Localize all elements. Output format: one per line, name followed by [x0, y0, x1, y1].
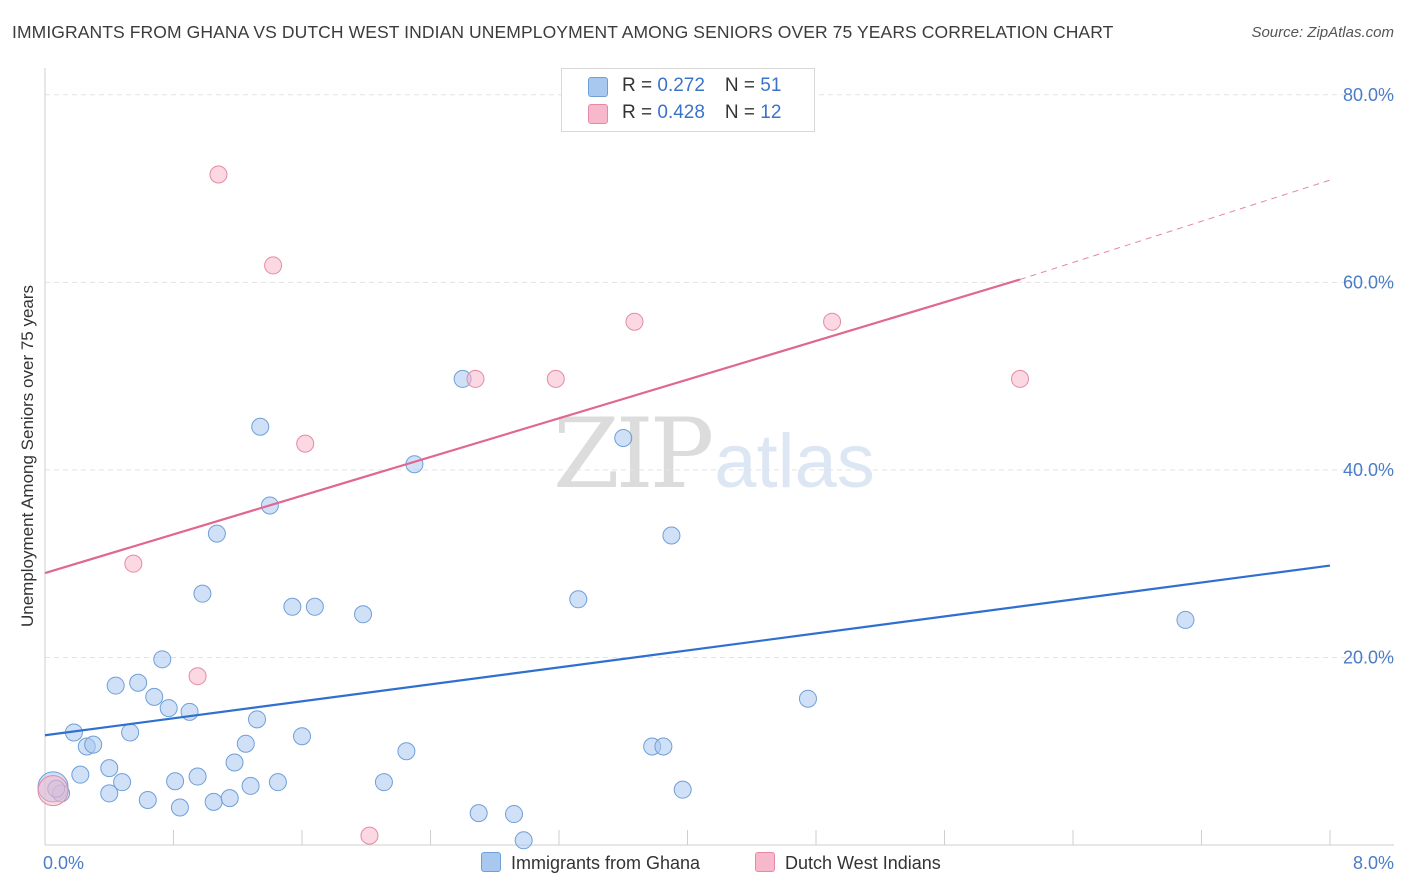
data-point-ghana [654, 737, 673, 756]
data-point-ghana [153, 650, 172, 669]
data-point-ghana [614, 428, 633, 447]
data-point-ghana [236, 734, 255, 753]
legend-r-value-dwi: 0.428 [657, 102, 705, 123]
data-point-ghana [514, 831, 533, 850]
data-point-dwi [209, 165, 228, 184]
data-point-ghana [354, 605, 373, 624]
data-point-ghana [673, 780, 692, 799]
data-point-dwi [296, 434, 315, 453]
data-point-ghana [798, 689, 817, 708]
data-point-ghana [220, 789, 239, 808]
legend-n-label: N = [724, 75, 761, 96]
data-point-ghana [71, 765, 90, 784]
data-point-ghana [188, 767, 207, 786]
data-point-ghana [106, 676, 125, 695]
legend-swatch-ghana [588, 77, 608, 97]
data-point-ghana [100, 759, 119, 778]
y-tick-label: 80.0% [1343, 85, 1394, 105]
data-point-ghana [193, 584, 212, 603]
legend-n-value-ghana: 51 [760, 75, 782, 96]
data-point-ghana [283, 597, 302, 616]
data-point-dwi [360, 826, 379, 845]
legend-r-label: R = [622, 102, 658, 123]
data-point-ghana [1176, 610, 1195, 629]
bottom-legend-swatch-ghana [481, 852, 501, 872]
x-tick-label: 0.0% [43, 853, 84, 873]
legend-swatch-dwi [588, 104, 608, 124]
bottom-legend-label-dwi: Dutch West Indians [785, 853, 941, 873]
data-point-ghana [248, 710, 267, 729]
data-point-ghana [569, 590, 588, 609]
data-point-ghana [138, 790, 157, 809]
data-point-dwi [264, 256, 283, 275]
bottom-legend-ghana: Immigrants from Ghana [481, 852, 700, 874]
data-point-ghana [225, 753, 244, 772]
data-point-ghana [268, 773, 287, 792]
data-point-ghana [121, 723, 140, 742]
correlation-legend: R = 0.272 N = 51 R = 0.428 N = 12 [561, 68, 815, 132]
data-point-dwi [1010, 369, 1029, 388]
legend-n-label: N = [724, 102, 761, 123]
data-point-dwi [37, 775, 69, 807]
bottom-legend-dwi: Dutch West Indians [755, 852, 941, 874]
data-point-ghana [166, 772, 185, 791]
data-point-ghana [305, 597, 324, 616]
watermark: ZIPatlas [553, 398, 875, 510]
y-tick-label: 20.0% [1343, 647, 1394, 667]
trendline-dwi [44, 278, 1021, 575]
data-point-ghana [84, 735, 103, 754]
y-axis-label: Unemployment Among Seniors over 75 years [18, 284, 37, 628]
trendline-ghana [44, 564, 1331, 737]
data-point-ghana [129, 673, 148, 692]
data-point-dwi [546, 369, 565, 388]
data-point-ghana [204, 792, 223, 811]
data-point-dwi [625, 312, 644, 331]
legend-r-value-ghana: 0.272 [657, 75, 705, 96]
source-label: Source: ZipAtlas.com [1251, 24, 1394, 41]
legend-n-value-dwi: 12 [760, 102, 782, 123]
watermark-zip: ZIP [553, 398, 714, 510]
data-point-ghana [241, 776, 260, 795]
data-point-ghana [662, 526, 681, 545]
bottom-legend-swatch-dwi [755, 852, 775, 872]
data-point-ghana [397, 742, 416, 761]
bottom-legend-label-ghana: Immigrants from Ghana [511, 853, 701, 873]
x-tick-label: 8.0% [1353, 853, 1394, 873]
data-point-ghana [100, 784, 119, 803]
data-point-dwi [466, 369, 485, 388]
data-point-ghana [293, 727, 311, 746]
y-tick-label: 60.0% [1343, 272, 1394, 292]
data-point-ghana [159, 699, 178, 718]
data-point-ghana [113, 773, 132, 792]
data-point-ghana [505, 805, 524, 824]
data-point-ghana [469, 804, 488, 823]
data-point-ghana [374, 773, 393, 792]
data-point-ghana [170, 798, 189, 817]
data-point-ghana [145, 687, 164, 706]
trendline-dwi-extension [1019, 179, 1331, 280]
data-point-ghana [207, 524, 226, 543]
data-point-ghana [251, 417, 270, 436]
chart-title: IMMIGRANTS FROM GHANA VS DUTCH WEST INDI… [12, 22, 1114, 42]
watermark-atlas: atlas [714, 419, 875, 504]
data-point-dwi [124, 554, 143, 573]
y-tick-label: 40.0% [1343, 460, 1394, 480]
data-point-dwi [188, 667, 207, 686]
data-point-dwi [823, 312, 842, 331]
legend-r-label: R = [622, 75, 658, 96]
